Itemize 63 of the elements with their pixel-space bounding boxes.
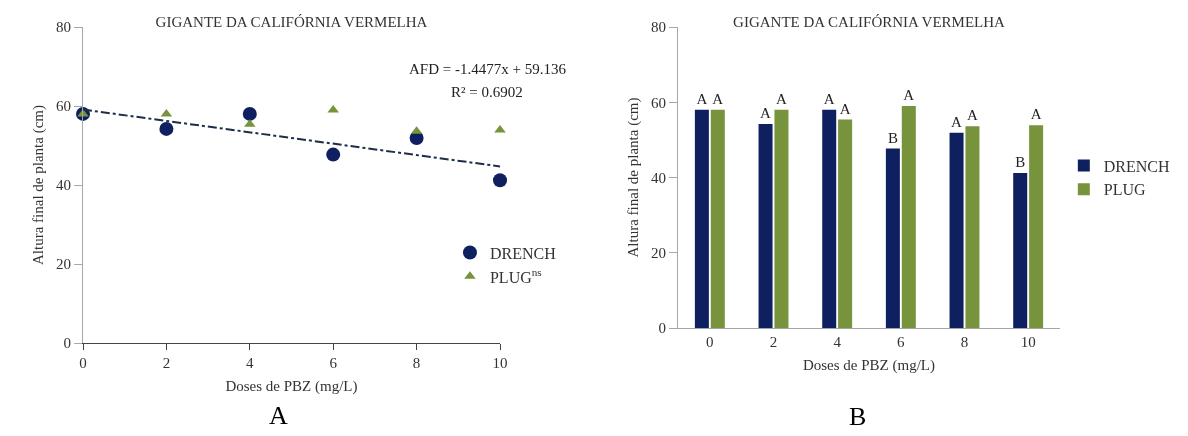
- bar: [838, 119, 853, 328]
- data-label: A: [951, 113, 963, 130]
- data-label: A: [903, 87, 915, 104]
- annotation: R² = 0.6902: [451, 84, 523, 100]
- y-tick-label: 60: [56, 98, 71, 115]
- bar: [694, 109, 709, 328]
- x-tick-label: 6: [329, 355, 338, 371]
- data-label: A: [712, 90, 724, 107]
- bar: [822, 109, 837, 328]
- y-tick-label: 80: [56, 19, 71, 36]
- y-tick-label: 20: [56, 256, 71, 273]
- annotation: AFD = -1.4477x + 59.136: [409, 61, 567, 77]
- x-tick-label: 8: [960, 334, 969, 350]
- bar: [965, 126, 980, 328]
- point: [159, 121, 174, 136]
- bar: [1013, 172, 1028, 328]
- legend-label: PLUG$^{ns}$: [489, 265, 542, 286]
- legend-label: DRENCH: [489, 244, 557, 262]
- data-label: A: [775, 90, 787, 107]
- bar: [885, 148, 900, 328]
- y-axis-title: Altura final de planta (cm): [30, 105, 47, 265]
- data-label: B: [1015, 153, 1026, 170]
- y-tick-label: 80: [651, 19, 666, 36]
- data-label: A: [696, 90, 708, 107]
- y-axis-title: Altura final de planta (cm): [625, 97, 642, 258]
- x-tick-label: 4: [246, 355, 255, 371]
- bar: [758, 124, 773, 328]
- text: B: [849, 402, 867, 431]
- y-tick-label: 0: [658, 320, 666, 337]
- data-label: A: [823, 90, 835, 107]
- chart-title: GIGANTE DA CALIFÓRNIA VERMELHA: [155, 14, 428, 31]
- data-label: A: [1030, 106, 1042, 123]
- data-label: A: [760, 105, 772, 122]
- x-tick-label: 8: [412, 355, 421, 371]
- x-tick-label: 10: [1020, 334, 1036, 350]
- x-tick-label: 6: [897, 334, 906, 350]
- x-tick-label: 4: [833, 334, 842, 350]
- x-tick-label: 0: [706, 334, 714, 350]
- bar: [901, 106, 916, 328]
- legend-label: DRENCH: [1103, 157, 1171, 175]
- chart-title: GIGANTE DA CALIFÓRNIA VERMELHA: [733, 14, 1006, 31]
- bar: [774, 109, 789, 328]
- text: A: [269, 401, 288, 430]
- x-tick-label: 0: [79, 355, 87, 371]
- legend-label: PLUG: [1103, 181, 1147, 199]
- bar: [1029, 125, 1044, 328]
- x-tick-label: 2: [162, 355, 171, 371]
- x-tick-label: 10: [492, 355, 508, 371]
- y-tick-label: 40: [651, 169, 666, 186]
- point: [493, 173, 507, 188]
- data-label: B: [887, 129, 898, 146]
- data-label: A: [966, 107, 978, 124]
- bar: [710, 109, 725, 328]
- x-axis-title: Doses de PBZ (mg/L): [802, 357, 936, 374]
- y-tick-label: 60: [651, 94, 666, 111]
- y-tick-label: 40: [56, 177, 71, 194]
- x-tick-label: 2: [769, 334, 778, 350]
- point: [242, 106, 257, 121]
- point: [326, 147, 341, 162]
- data-label: A: [839, 100, 851, 117]
- x-axis-title: Doses de PBZ (mg/L): [225, 378, 358, 395]
- y-tick-label: 20: [651, 245, 666, 261]
- bar: [949, 132, 964, 328]
